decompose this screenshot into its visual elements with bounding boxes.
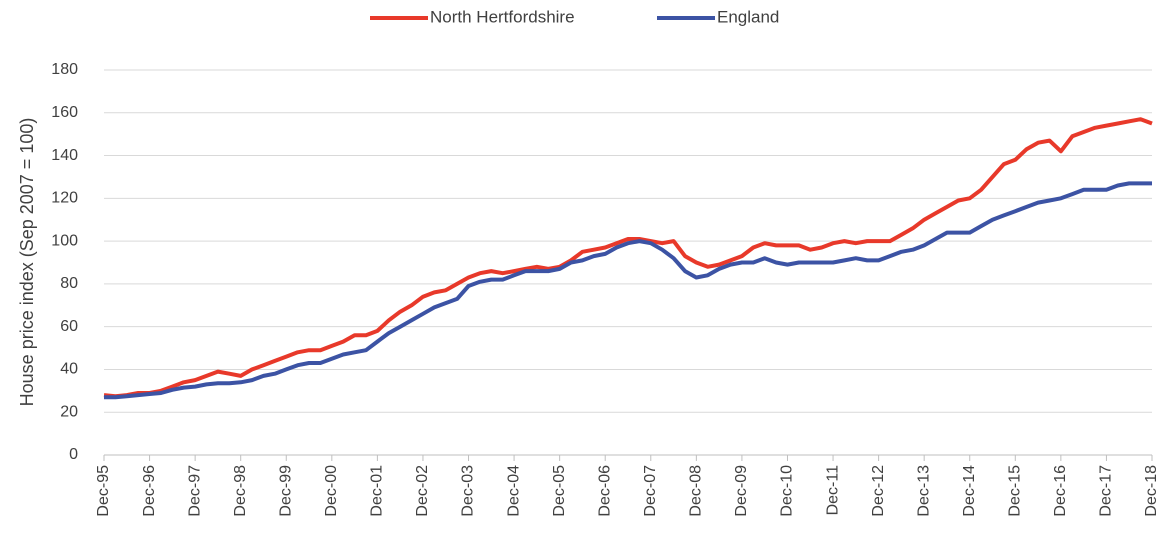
x-tick-label: Dec-95 xyxy=(95,465,112,517)
x-tick-label: Dec-11 xyxy=(824,465,841,515)
y-tick-label: 120 xyxy=(51,190,78,207)
x-tick-label: Dec-14 xyxy=(961,465,978,517)
x-tick-label: Dec-03 xyxy=(460,465,477,517)
y-tick-label: 60 xyxy=(60,318,78,335)
x-tick-label: Dec-96 xyxy=(141,465,158,517)
x-tick-label: Dec-05 xyxy=(551,465,568,517)
x-tick-label: Dec-08 xyxy=(688,465,705,517)
x-tick-label: Dec-09 xyxy=(733,465,750,517)
x-tick-label: Dec-07 xyxy=(642,465,659,517)
x-tick-label: Dec-99 xyxy=(277,465,294,517)
x-tick-label: Dec-01 xyxy=(369,465,386,517)
x-tick-label: Dec-17 xyxy=(1098,465,1115,517)
y-axis-label: House price index (Sep 2007 = 100) xyxy=(17,118,37,407)
y-tick-label: 80 xyxy=(60,275,78,292)
x-tick-label: Dec-18 xyxy=(1143,465,1160,517)
y-tick-label: 40 xyxy=(60,361,78,378)
series-line xyxy=(103,117,1153,399)
y-tick-label: 20 xyxy=(60,403,78,420)
series-line xyxy=(104,181,1152,400)
x-tick-label: Dec-13 xyxy=(915,465,932,517)
x-tick-label: Dec-00 xyxy=(323,465,340,517)
x-tick-label: Dec-15 xyxy=(1007,465,1024,517)
y-tick-label: 0 xyxy=(69,446,78,463)
legend-label: England xyxy=(717,7,779,26)
x-tick-label: Dec-06 xyxy=(596,465,613,517)
y-tick-label: 180 xyxy=(51,61,78,78)
x-tick-label: Dec-10 xyxy=(779,465,796,517)
x-tick-label: Dec-98 xyxy=(232,465,249,517)
y-tick-label: 160 xyxy=(51,104,78,121)
x-tick-label: Dec-02 xyxy=(414,465,431,517)
x-tick-label: Dec-16 xyxy=(1052,465,1069,517)
y-tick-label: 140 xyxy=(51,147,78,164)
x-tick-label: Dec-97 xyxy=(186,465,203,517)
legend-label: North Hertfordshire xyxy=(430,7,575,26)
x-tick-label: Dec-04 xyxy=(505,465,522,517)
y-tick-label: 100 xyxy=(51,232,78,249)
x-tick-label: Dec-12 xyxy=(870,465,887,517)
